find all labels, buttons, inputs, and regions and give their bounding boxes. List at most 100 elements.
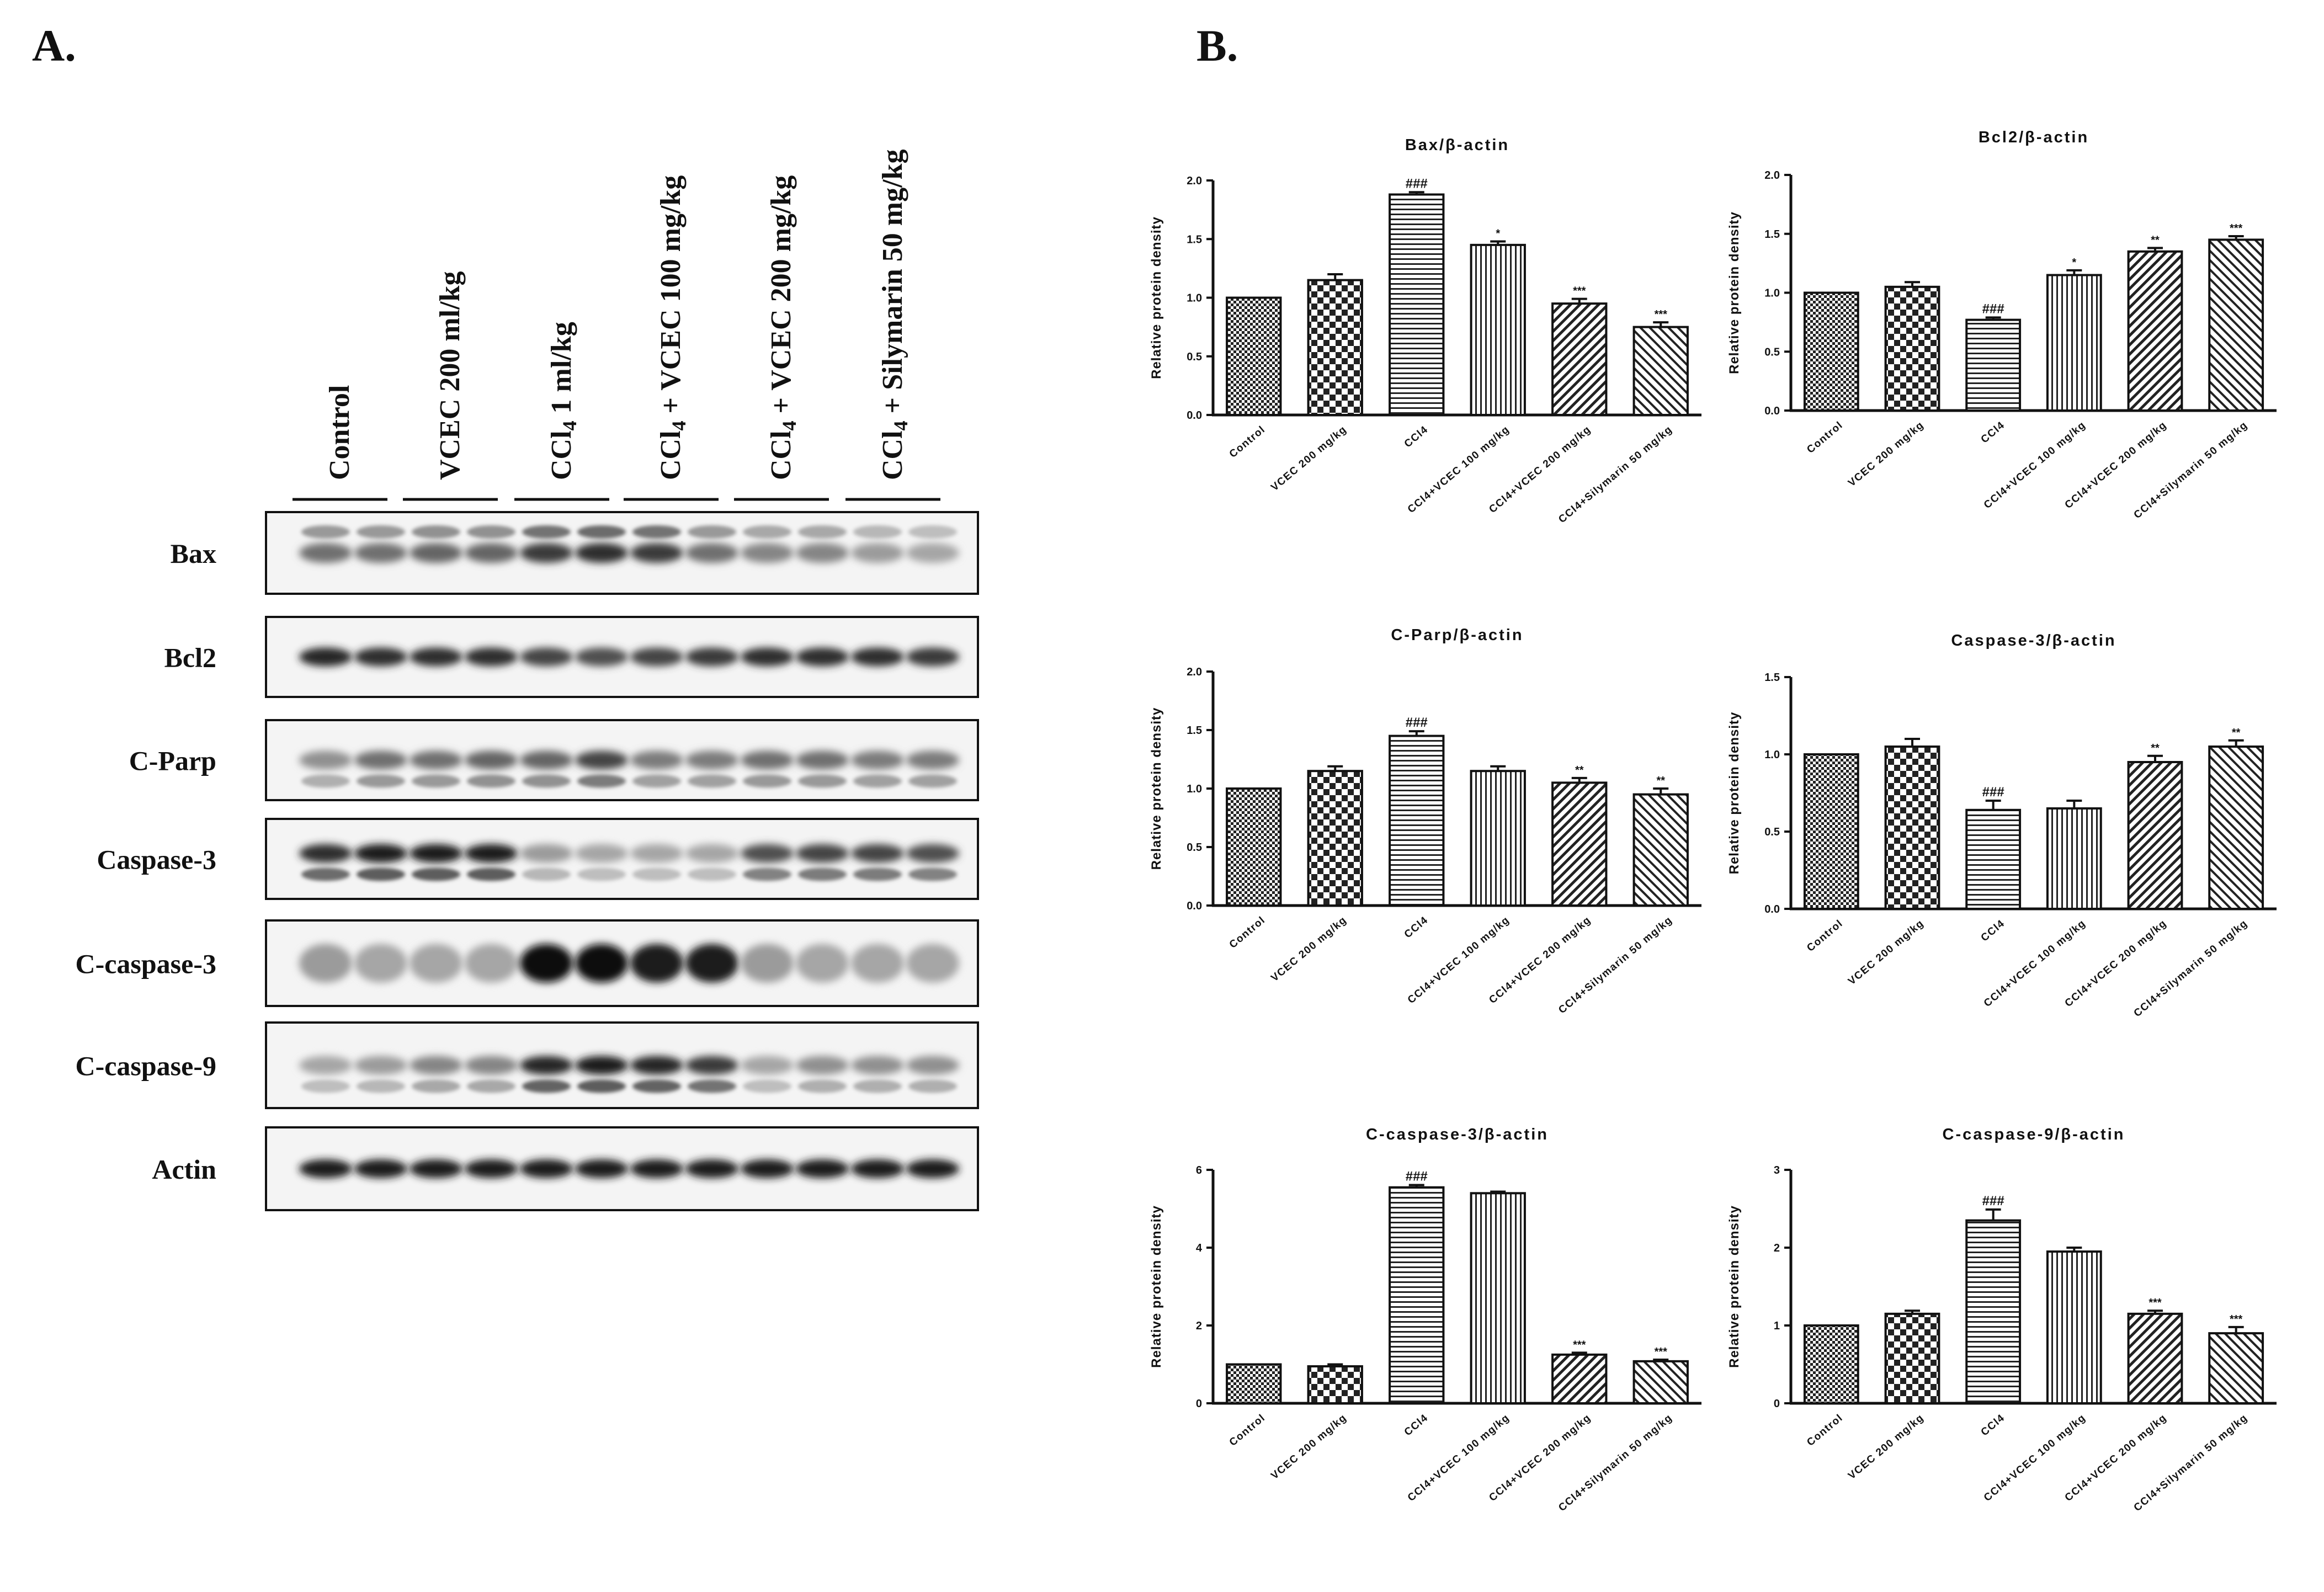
blot-row-label: Actin [152, 1154, 216, 1185]
bar [2046, 1250, 2102, 1405]
y-tick-label: 0 [1774, 1398, 1780, 1410]
blot-band [465, 844, 518, 863]
blot-band [410, 750, 462, 770]
chart-title: Caspase-3/β-actin [1951, 632, 2116, 649]
blot-band [685, 944, 738, 983]
bar [1965, 1219, 2022, 1404]
blot-band [301, 867, 350, 881]
bar [1470, 1192, 1526, 1405]
significance-label: *** [2230, 222, 2243, 235]
blot-band [908, 867, 957, 881]
y-tick-label: 2.0 [1187, 175, 1202, 187]
chart-title: Bcl2/β-actin [1979, 129, 2089, 146]
bar-chart-2: Bcl2/β-actin Relative protein density 0.0 0… [1727, 129, 2277, 521]
blot-row-label: Caspase-3 [97, 844, 216, 875]
blot-band [906, 1056, 959, 1075]
blot-band [796, 750, 849, 770]
bar-chart-1: Bax/β-actin Relative protein density 0.0 0.… [1149, 136, 1701, 525]
y-tick-label: 1 [1774, 1320, 1780, 1332]
bar [2127, 761, 2183, 910]
bar [1551, 1353, 1608, 1404]
significance-label: ### [1406, 1169, 1428, 1184]
blot-band [465, 750, 518, 770]
category-label: CCl4 [1979, 419, 2007, 446]
blot-band [410, 543, 462, 563]
blot-band [632, 525, 681, 539]
blot-band [410, 944, 462, 983]
blot-band [577, 525, 626, 539]
significance-label: *** [2148, 1297, 2162, 1309]
y-tick-label: 0 [1196, 1398, 1202, 1410]
blot-band [851, 844, 904, 863]
blot-band [465, 647, 518, 667]
blot-band [575, 844, 628, 863]
chart-title: C-caspase-3/β-actin [1366, 1126, 1549, 1143]
category-label: VCEC 200 mg/kg [1269, 914, 1349, 984]
blot-band [685, 750, 738, 770]
blot-band [853, 1079, 902, 1093]
bar [1389, 193, 1445, 416]
blot-band [467, 1079, 515, 1093]
blot-row-label: C-caspase-3 [75, 949, 216, 979]
blot-band [796, 844, 849, 863]
bar [1307, 1365, 1363, 1404]
bar [2208, 238, 2264, 412]
significance-label: ** [2151, 234, 2160, 246]
y-tick-label: 1.0 [1187, 783, 1202, 795]
blot-band [301, 1079, 350, 1093]
category-label: CCl4 [1402, 1412, 1430, 1439]
significance-label: ### [1406, 176, 1428, 191]
blot-band [522, 774, 571, 788]
bar [2208, 1332, 2264, 1405]
y-tick-label: 0.5 [1187, 351, 1202, 363]
bar [1470, 243, 1526, 416]
blot-band [575, 543, 628, 563]
significance-label: ### [1406, 715, 1428, 730]
blot-band [577, 867, 626, 881]
significance-label: *** [1573, 1339, 1586, 1351]
bar [1884, 1312, 1940, 1405]
blot-band [575, 1056, 628, 1075]
y-tick-label: 0.0 [1764, 903, 1780, 915]
blot-band [741, 543, 794, 563]
blot-band [522, 867, 571, 881]
category-label: Control [1805, 918, 1845, 954]
blot-band [741, 844, 794, 863]
blot-band [798, 774, 847, 788]
blot-row-label: C-Parp [129, 746, 216, 776]
y-tick-label: 0.5 [1187, 842, 1202, 854]
blot-band [354, 1056, 407, 1075]
bar [1884, 746, 1940, 910]
blot-band [354, 844, 407, 863]
bar [1307, 770, 1363, 907]
y-axis-label: Relative protein density [1149, 1205, 1164, 1368]
blot-band [851, 1056, 904, 1075]
blot-band [412, 1079, 460, 1093]
y-axis-label: Relative protein density [1149, 707, 1164, 870]
bar [1226, 1363, 1282, 1404]
chart-title: C-caspase-9/β-actin [1943, 1126, 2125, 1143]
category-label: CCl4 [1979, 1412, 2007, 1439]
blot-band [412, 774, 460, 788]
y-tick-label: 2 [1196, 1320, 1202, 1332]
blot-band [906, 750, 959, 770]
blot-band [577, 1079, 626, 1093]
blot-band [908, 1079, 957, 1093]
y-tick-label: 0.0 [1187, 409, 1202, 422]
blot-band [575, 944, 628, 983]
bar [1632, 1360, 1689, 1405]
bar [1632, 793, 1689, 907]
bar [1226, 296, 1282, 416]
blot-band [688, 1079, 736, 1093]
bar-chart-3: C-Parp/β-actin Relative protein density 0.… [1149, 626, 1701, 1016]
blot-band [520, 750, 573, 770]
blot-band [685, 844, 738, 863]
lane-label: CCl4 + VCEC 200 mg/kg [765, 175, 800, 480]
bar [1803, 1324, 1859, 1404]
blot-band [798, 525, 847, 539]
blot-band [630, 944, 683, 983]
y-tick-label: 2.0 [1187, 666, 1202, 678]
significance-label: ### [1982, 301, 2004, 316]
bar [1884, 285, 1940, 412]
